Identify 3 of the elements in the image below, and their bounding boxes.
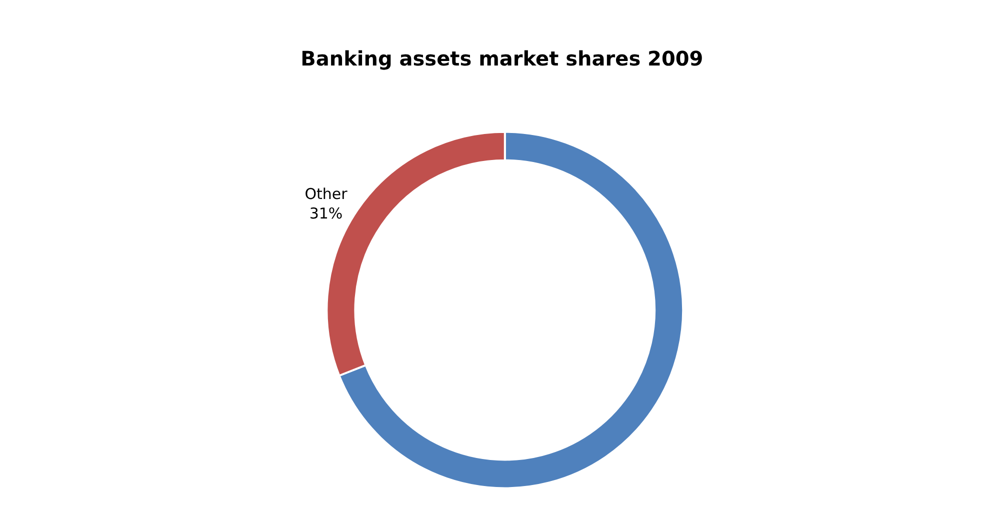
slice-label: Other: [304, 185, 348, 204]
chart-title: Banking assets market shares 2009: [300, 46, 704, 70]
data-label: 31%: [309, 204, 343, 223]
